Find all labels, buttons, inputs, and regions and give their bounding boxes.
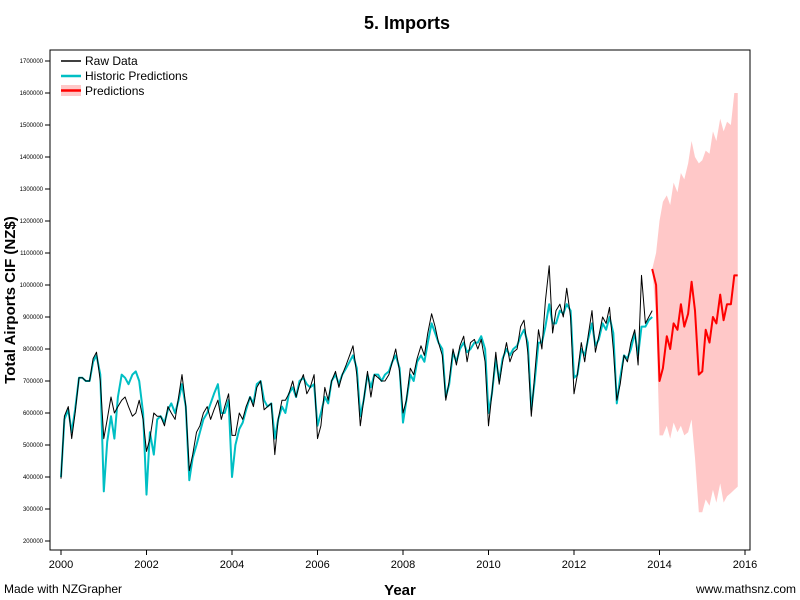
x-tick-label: 2008 <box>391 559 415 571</box>
x-axis-label: Year <box>384 582 416 599</box>
y-tick-label: 1300000 <box>20 187 44 193</box>
y-tick-label: 600000 <box>23 411 44 417</box>
legend-label-predictions: Predictions <box>85 84 144 98</box>
footer-made-with: Made with NZGrapher <box>4 582 123 596</box>
series-layer <box>60 265 738 496</box>
y-tick-label: 1600000 <box>20 91 44 97</box>
y-tick-label: 1200000 <box>20 219 44 225</box>
y-axis-label: Total Airports CIF (NZ$) <box>2 216 19 384</box>
y-tick-label: 1000000 <box>20 283 44 289</box>
legend-label-historic-predictions: Historic Predictions <box>85 69 188 83</box>
y-tick-label: 300000 <box>23 507 44 513</box>
x-tick-label: 2006 <box>305 559 329 571</box>
y-tick-label: 500000 <box>23 443 44 449</box>
raw-data-line <box>60 265 653 479</box>
y-tick-label: 900000 <box>23 315 44 321</box>
chart-title: 5. Imports <box>364 13 450 33</box>
x-tick-label: 2002 <box>134 559 158 571</box>
legend-label-raw-data: Raw Data <box>85 54 138 68</box>
x-tick-label: 2016 <box>733 559 757 571</box>
footer-website: www.mathsnz.com <box>695 582 796 596</box>
x-tick-label: 2012 <box>562 559 586 571</box>
y-tick-label: 1700000 <box>20 59 44 65</box>
y-tick-label: 1400000 <box>20 155 44 161</box>
y-tick-label: 200000 <box>23 539 44 545</box>
x-tick-label: 2000 <box>49 559 73 571</box>
y-tick-label: 1500000 <box>20 123 44 129</box>
plot-frame <box>49 49 751 551</box>
axis-layer: 2000 2002 2004 2006 2008 2010 2012 2014 2016 2000… <box>20 59 758 571</box>
y-tick-label: 1100000 <box>20 251 44 257</box>
x-tick-label: 2014 <box>647 559 671 571</box>
x-tick-label: 2010 <box>476 559 500 571</box>
y-tick-label: 400000 <box>23 475 44 481</box>
y-tick-label: 700000 <box>23 379 44 385</box>
historic-predictions-line <box>60 303 653 496</box>
y-tick-label: 800000 <box>23 347 44 353</box>
x-tick-label: 2004 <box>220 559 244 571</box>
legend: Raw Data Historic Predictions Prediction… <box>61 54 188 98</box>
predictions-line <box>651 268 738 382</box>
